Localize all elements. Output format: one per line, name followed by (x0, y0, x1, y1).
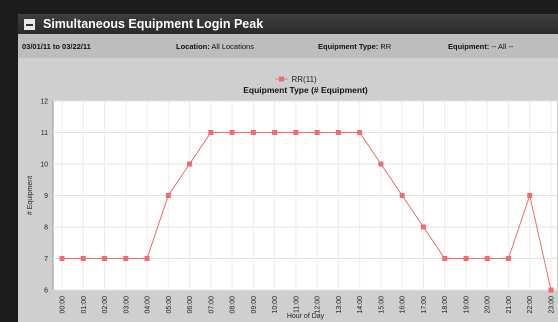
equipment-type-value: RR (380, 42, 392, 51)
y-tick-label: 10 (40, 162, 48, 169)
equipment-value: -- All -- (491, 42, 514, 51)
equipment-login-panel: Simultaneous Equipment Login Peak 03/01/… (18, 14, 558, 322)
data-point (102, 256, 108, 261)
x-tick-label: 20:00 (485, 296, 492, 314)
data-point (505, 256, 511, 261)
chart-area: RR(11) Equipment Type (# Equipment) 6 7 8 9… (18, 58, 558, 322)
x-tick-label: 18:00 (442, 296, 449, 314)
collapse-icon[interactable] (24, 18, 35, 30)
y-axis-title: # Equipment (27, 176, 34, 215)
data-point (442, 256, 448, 261)
y-tick-label: 8 (44, 225, 48, 232)
data-point (293, 130, 299, 135)
data-point (335, 130, 341, 135)
chart-title: Equipment Type (# Equipment) (243, 85, 368, 95)
login-peak-chart: RR(11) Equipment Type (# Equipment) 6 7 8 9… (27, 75, 558, 320)
chart-legend: RR(11) (275, 75, 318, 84)
x-tick-label: 06:00 (187, 296, 194, 314)
equipment-type-filter: Equipment Type: RR (318, 42, 391, 51)
x-tick-label: 13:00 (336, 296, 343, 314)
panel-header: Simultaneous Equipment Login Peak (18, 14, 558, 34)
y-tick-label: 11 (41, 130, 48, 137)
x-axis-title: Hour of Day (287, 313, 325, 320)
panel-title: Simultaneous Equipment Login Peak (43, 17, 264, 31)
x-tick-label: 16:00 (400, 296, 407, 314)
data-point (463, 256, 469, 261)
y-tick-label: 6 (44, 288, 48, 295)
data-point (272, 130, 278, 135)
x-tick-label: 00:00 (60, 296, 67, 314)
data-point (399, 193, 405, 198)
x-tick-label: 15:00 (378, 296, 385, 314)
y-tick-label: 9 (44, 193, 48, 200)
y-axis-ticks: 6 7 8 9 10 11 12 (40, 99, 48, 295)
data-point (484, 256, 490, 261)
equipment-label: Equipment: (448, 42, 490, 51)
x-tick-label: 11:00 (293, 296, 300, 313)
equipment-filter: Equipment: -- All -- (448, 42, 513, 51)
x-tick-label: 03:00 (123, 296, 130, 314)
x-tick-label: 17:00 (421, 296, 428, 314)
y-tick-label: 7 (44, 256, 48, 263)
location-value: All Locations (211, 42, 254, 51)
equipment-type-label: Equipment Type: (318, 42, 379, 51)
x-tick-label: 14:00 (357, 296, 364, 314)
x-tick-label: 05:00 (166, 296, 173, 314)
data-point (208, 130, 214, 135)
x-tick-label: 01:00 (81, 296, 88, 314)
data-point (123, 256, 129, 261)
data-point (59, 256, 65, 261)
data-point (144, 256, 150, 261)
series-points (59, 130, 554, 293)
location-label: Location: (176, 42, 210, 51)
data-point (250, 130, 256, 135)
legend-square-marker (279, 76, 284, 82)
x-tick-label: 22:00 (527, 296, 534, 314)
x-tick-label: 09:00 (251, 296, 258, 314)
location-filter: Location: All Locations (176, 42, 254, 51)
x-tick-label: 23:00 (549, 296, 556, 314)
y-tick-label: 12 (40, 99, 48, 106)
x-tick-label: 12:00 (315, 296, 322, 314)
x-axis-ticks: 00:00 01:00 02:00 03:00 04:00 05:00 06:00 07:00… (60, 296, 556, 314)
data-point (165, 193, 171, 198)
series-line-rr (62, 132, 552, 291)
date-range: 03/01/11 to 03/22/11 (22, 42, 91, 51)
x-tick-label: 21:00 (506, 296, 513, 314)
data-point (378, 161, 384, 167)
x-tick-label: 02:00 (102, 296, 109, 314)
data-point (420, 224, 426, 230)
data-point (548, 287, 554, 293)
data-point (187, 161, 193, 167)
data-point (314, 130, 320, 135)
x-tick-label: 08:00 (230, 296, 237, 314)
data-point (527, 193, 533, 198)
x-tick-label: 10:00 (272, 296, 279, 314)
data-point (80, 256, 86, 261)
x-tick-label: 04:00 (145, 296, 152, 314)
legend-label: RR(11) (292, 75, 318, 84)
x-tick-label: 19:00 (463, 296, 470, 314)
data-point (357, 130, 363, 135)
data-point (229, 130, 235, 135)
x-tick-label: 07:00 (208, 296, 215, 314)
filter-bar: 03/01/11 to 03/22/11 Location: All Locat… (18, 40, 558, 54)
